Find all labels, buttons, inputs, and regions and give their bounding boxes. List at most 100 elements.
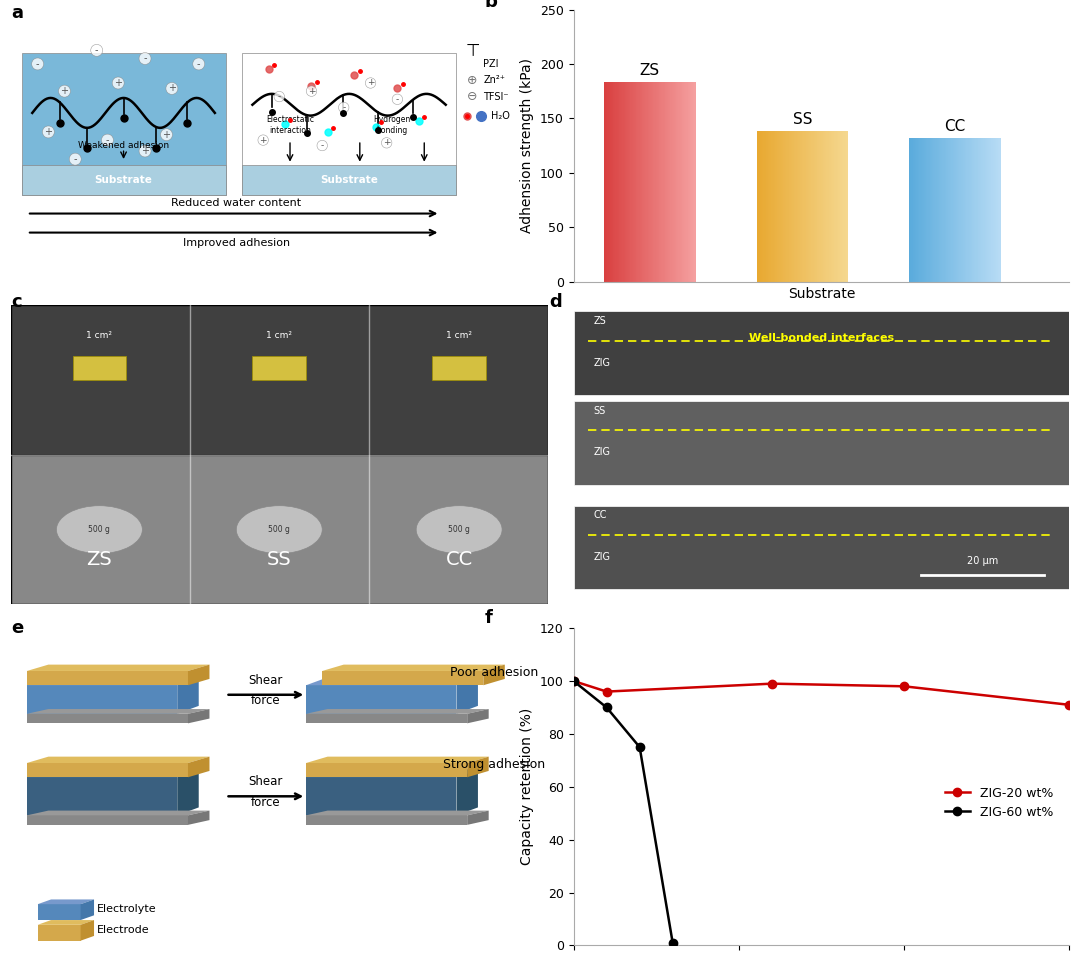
Bar xyxy=(988,138,989,282)
Bar xyxy=(666,82,667,282)
Bar xyxy=(974,138,975,282)
Polygon shape xyxy=(306,763,468,777)
Bar xyxy=(610,82,611,282)
Polygon shape xyxy=(27,677,199,686)
Bar xyxy=(976,138,977,282)
Polygon shape xyxy=(306,709,488,713)
Polygon shape xyxy=(322,671,484,686)
Polygon shape xyxy=(27,816,188,825)
Bar xyxy=(633,82,634,282)
Bar xyxy=(825,132,826,282)
Bar xyxy=(623,82,625,282)
FancyBboxPatch shape xyxy=(22,164,226,195)
Text: Strong adhesion: Strong adhesion xyxy=(443,757,545,771)
Bar xyxy=(914,138,915,282)
Bar xyxy=(963,138,964,282)
Text: a: a xyxy=(11,4,23,22)
ZIG-60 wt% xyxy=(666,937,679,948)
Bar xyxy=(609,82,610,282)
Text: SS: SS xyxy=(593,406,606,415)
Bar xyxy=(792,132,794,282)
Bar xyxy=(771,132,772,282)
Bar xyxy=(987,138,988,282)
Bar xyxy=(625,82,627,282)
Bar xyxy=(659,82,660,282)
Text: Shear: Shear xyxy=(248,673,283,687)
Bar xyxy=(991,138,993,282)
Bar xyxy=(612,82,613,282)
Bar xyxy=(669,82,670,282)
Bar xyxy=(664,82,666,282)
Polygon shape xyxy=(27,665,210,671)
Text: SS: SS xyxy=(793,112,812,127)
Bar xyxy=(621,82,622,282)
Bar xyxy=(635,82,636,282)
Bar xyxy=(781,132,782,282)
Bar xyxy=(660,82,661,282)
Bar xyxy=(927,138,928,282)
Polygon shape xyxy=(188,665,210,686)
Bar xyxy=(966,138,967,282)
Bar xyxy=(604,82,606,282)
Polygon shape xyxy=(468,811,488,825)
Bar xyxy=(826,132,827,282)
FancyBboxPatch shape xyxy=(72,356,126,380)
Polygon shape xyxy=(27,713,188,723)
Text: PZI: PZI xyxy=(484,59,499,69)
Bar xyxy=(944,138,945,282)
Text: Poor adhesion: Poor adhesion xyxy=(450,666,538,679)
Bar xyxy=(804,132,805,282)
Text: 1 cm²: 1 cm² xyxy=(267,330,293,340)
Polygon shape xyxy=(27,709,210,713)
Bar xyxy=(970,138,971,282)
Bar xyxy=(690,82,691,282)
Bar xyxy=(677,82,678,282)
Line: ZIG-20 wt%: ZIG-20 wt% xyxy=(569,677,1074,709)
Text: +: + xyxy=(167,83,176,94)
Bar xyxy=(764,132,765,282)
Bar xyxy=(613,82,615,282)
Bar xyxy=(939,138,940,282)
FancyBboxPatch shape xyxy=(11,306,548,455)
Bar xyxy=(667,82,669,282)
Bar xyxy=(838,132,839,282)
Circle shape xyxy=(56,506,143,554)
Bar xyxy=(957,138,958,282)
Text: Electrostatic
interaction: Electrostatic interaction xyxy=(266,116,314,135)
Bar xyxy=(955,138,956,282)
Bar xyxy=(687,82,688,282)
Bar xyxy=(811,132,813,282)
Bar xyxy=(617,82,618,282)
Bar xyxy=(630,82,631,282)
Bar xyxy=(843,132,845,282)
Text: Electrolyte: Electrolyte xyxy=(97,904,157,914)
Bar xyxy=(650,82,651,282)
Y-axis label: Capacity retention (%): Capacity retention (%) xyxy=(521,709,535,865)
Bar xyxy=(815,132,816,282)
Polygon shape xyxy=(177,770,199,816)
Bar xyxy=(931,138,932,282)
Bar xyxy=(778,132,779,282)
Bar xyxy=(928,138,929,282)
Bar xyxy=(686,82,687,282)
Bar xyxy=(793,132,795,282)
Text: Well-bonded interfaces: Well-bonded interfaces xyxy=(748,333,894,343)
Bar xyxy=(948,138,949,282)
Bar xyxy=(670,82,671,282)
Bar xyxy=(998,138,1000,282)
Bar xyxy=(919,138,920,282)
Text: 1 cm²: 1 cm² xyxy=(446,330,472,340)
Bar xyxy=(824,132,825,282)
Text: force: force xyxy=(251,694,281,708)
Bar xyxy=(921,138,923,282)
Bar xyxy=(656,82,657,282)
Bar xyxy=(809,132,810,282)
Bar xyxy=(827,132,828,282)
Bar xyxy=(607,82,609,282)
ZIG-20 wt% xyxy=(897,681,910,692)
Bar xyxy=(956,138,957,282)
Bar xyxy=(839,132,840,282)
Text: Zn²⁺: Zn²⁺ xyxy=(484,75,505,85)
Polygon shape xyxy=(306,713,468,723)
Bar xyxy=(912,138,913,282)
